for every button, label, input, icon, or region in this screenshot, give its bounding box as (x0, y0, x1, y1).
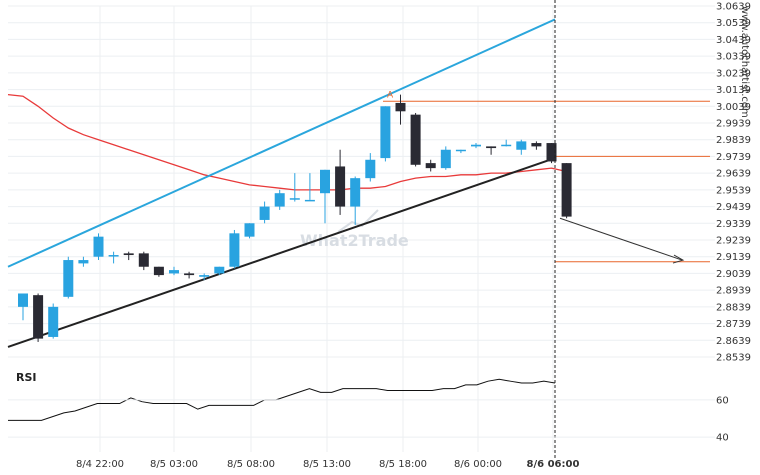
y-tick-label: 2.9139 (716, 252, 751, 263)
y-tick-label: 2.8839 (716, 302, 751, 313)
moving-average (7, 93, 567, 191)
candle-body (365, 159, 376, 179)
x-tick-label: 8/6 00:00 (454, 459, 502, 470)
x-tick-label: 8/4 22:00 (76, 459, 124, 470)
projection-arrowhead (672, 254, 685, 264)
candle-body (501, 144, 512, 147)
y-tick-label: 2.9339 (716, 219, 751, 230)
marker-a-label: A (387, 90, 394, 100)
y-tick-label: 2.9839 (716, 135, 751, 146)
candle-body (259, 206, 270, 220)
candle-body (214, 266, 225, 274)
candle-body (63, 260, 74, 297)
y-tick-label: 2.9439 (716, 202, 751, 213)
candle-body (395, 102, 406, 112)
candle-body (425, 163, 436, 169)
candle-body (108, 255, 119, 257)
x-tick-label: 8/5 03:00 (150, 459, 198, 470)
y-tick-label: 3.0139 (716, 85, 751, 96)
lower-channel-line (7, 157, 556, 348)
y-tick-label: 2.8939 (716, 286, 751, 297)
candle-body (335, 166, 346, 207)
y-tick-label: 2.8639 (716, 336, 751, 347)
candle-body (289, 198, 300, 200)
candle-body (78, 260, 89, 264)
candle-body (199, 275, 210, 277)
y-tick-label: 2.8739 (716, 319, 751, 330)
ma-line (7, 93, 567, 191)
resistance-levels (383, 100, 710, 263)
candle-body (304, 199, 315, 202)
candle-body (229, 233, 240, 267)
candle-body (138, 253, 149, 267)
candle-body (169, 270, 179, 274)
candle-body (123, 253, 134, 256)
candle-body (410, 114, 421, 165)
projection-arrow (559, 217, 685, 264)
candles (18, 94, 572, 342)
watermark-icon (337, 209, 379, 233)
y-tick-label: 2.9039 (716, 269, 751, 280)
candle-body (561, 163, 572, 217)
x-tick-label: 8/5 18:00 (379, 459, 427, 470)
y-tick-label: 2.8539 (716, 353, 751, 364)
candle-body (516, 141, 527, 150)
candle-body (455, 149, 466, 152)
candle-body (274, 193, 285, 207)
candle-body (18, 293, 28, 307)
upper-channel-line (7, 18, 556, 268)
candle-body (440, 149, 451, 169)
rsi-title: RSI (16, 371, 37, 384)
rsi-line (8, 378, 556, 421)
candle-body (244, 223, 255, 237)
candle-body (546, 143, 557, 162)
time-axis: 8/4 22:00 8/5 03:00 8/5 08:00 8/5 13:00 8/5 … (76, 459, 580, 470)
rsi-polyline (8, 378, 556, 421)
candle-body (153, 266, 164, 276)
candle-body (320, 169, 330, 194)
projection-line (559, 217, 683, 261)
candle-body (33, 295, 44, 339)
candle-body (48, 306, 59, 337)
candle-body (486, 146, 497, 149)
candle-body (471, 144, 481, 147)
credit-text: www.autochartist.com (739, 6, 750, 118)
candle-body (184, 273, 195, 276)
candle-body (350, 178, 361, 207)
y-tick-label: 2.9739 (716, 152, 751, 163)
y-tick-label: 3.0339 (716, 52, 751, 63)
rsi-tick-label: 40 (716, 433, 729, 444)
x-tick-label: 8/5 13:00 (303, 459, 351, 470)
y-tick-label: 2.9939 (716, 119, 751, 130)
channel-lines (7, 18, 556, 348)
y-tick-label: 2.9539 (716, 185, 751, 196)
candle-body (380, 106, 391, 159)
y-tick-label: 3.0039 (716, 102, 751, 113)
y-tick-label: 2.9239 (716, 236, 751, 247)
x-tick-label: 8/5 08:00 (227, 459, 275, 470)
rsi-axis: 60 40 (8, 395, 729, 444)
rsi-tick-label: 60 (716, 395, 729, 406)
y-tick-label: 3.0639 (716, 2, 751, 13)
price-axis: 3.0639 3.0539 3.0439 3.0339 3.0239 3.0139 3.00… (716, 2, 751, 364)
candle-body (93, 236, 104, 257)
y-tick-label: 2.9639 (716, 169, 751, 180)
grid-horizontal (8, 5, 715, 358)
y-tick-label: 3.0239 (716, 68, 751, 79)
candle-body (531, 143, 542, 147)
x-tick-label: 8/6 06:00 (527, 459, 580, 470)
y-tick-label: 3.0539 (716, 18, 751, 29)
y-tick-label: 3.0439 (716, 35, 751, 46)
